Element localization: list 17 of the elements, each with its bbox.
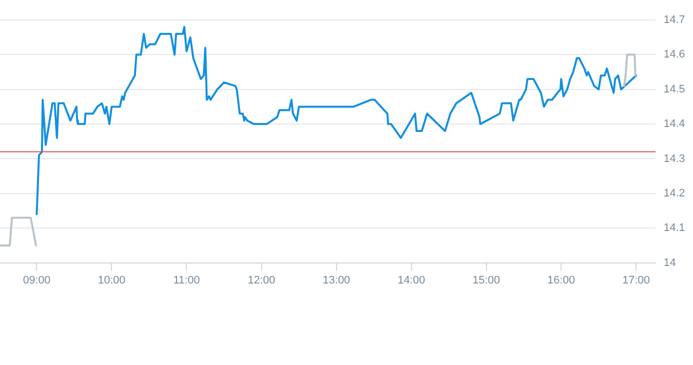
x-tick-label: 12:00 (248, 274, 276, 286)
x-tick-label: 09:00 (22, 274, 50, 286)
x-tick-label: 14:00 (398, 274, 426, 286)
x-tick-label: 10:00 (98, 274, 126, 286)
y-tick-label: 14.1 (664, 222, 686, 234)
y-tick-label: 14.3 (664, 152, 686, 165)
x-tick-label: 15:00 (472, 274, 500, 286)
x-tick-label: 11:00 (173, 274, 200, 286)
y-tick-label: 14.4 (664, 118, 686, 130)
y-tick-label: 14.7 (664, 14, 686, 26)
x-tick-label: 17:00 (622, 274, 650, 286)
y-tick-label: 14.2 (664, 187, 686, 200)
x-tick-label: 13:00 (322, 274, 350, 286)
y-tick-label: 14 (664, 256, 676, 269)
x-tick-label: 16:00 (547, 274, 575, 286)
y-tick-label: 14.5 (664, 83, 686, 96)
y-tick-label: 14.6 (664, 48, 686, 61)
